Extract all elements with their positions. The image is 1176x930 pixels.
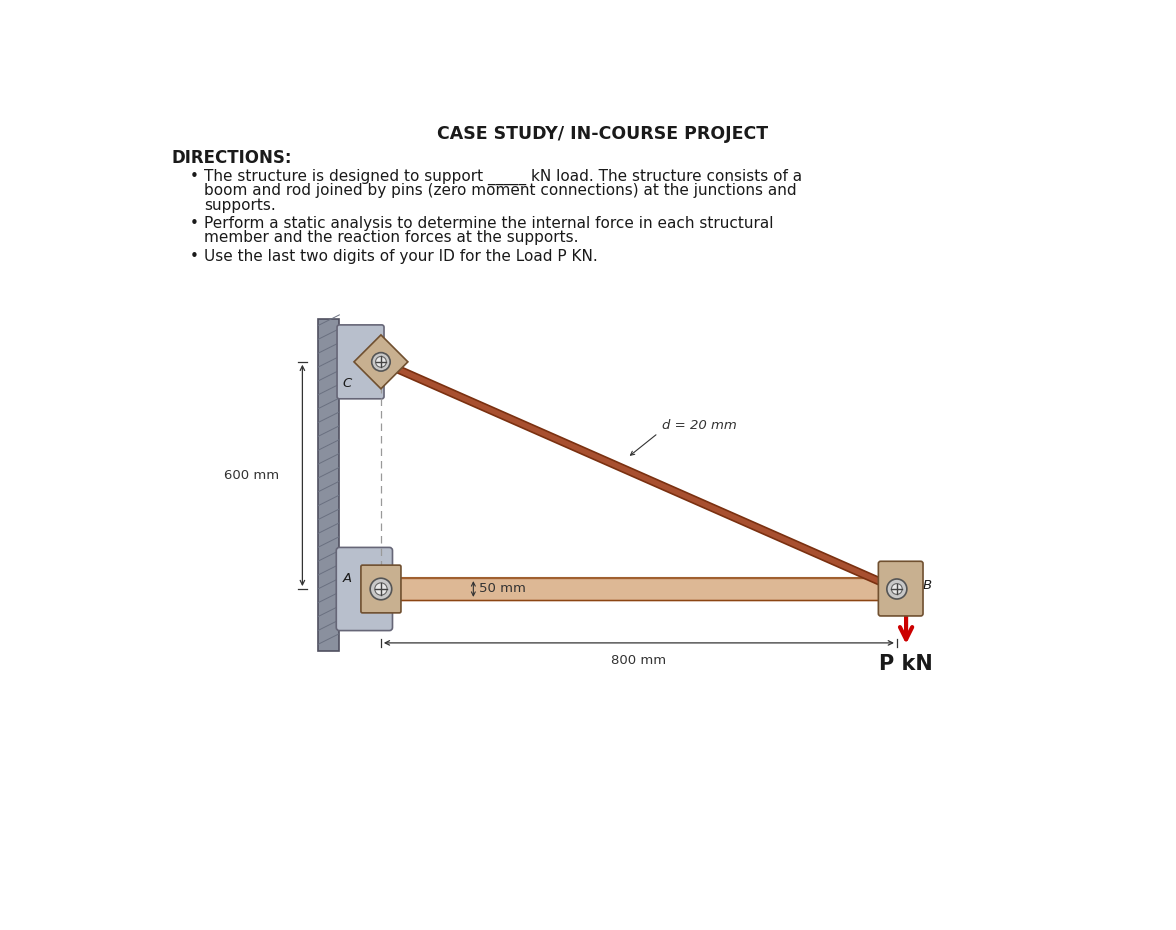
Circle shape	[375, 583, 387, 595]
Text: 50 mm: 50 mm	[480, 582, 527, 595]
Circle shape	[372, 352, 390, 371]
Text: Use the last two digits of your ID for the Load P KN.: Use the last two digits of your ID for t…	[203, 248, 597, 264]
Text: DIRECTIONS:: DIRECTIONS:	[172, 149, 292, 166]
Text: •: •	[191, 216, 199, 231]
Text: d = 20 mm: d = 20 mm	[662, 418, 736, 432]
Text: member and the reaction forces at the supports.: member and the reaction forces at the su…	[203, 231, 579, 246]
Text: •: •	[191, 248, 199, 264]
Text: 600 mm: 600 mm	[225, 469, 279, 482]
Circle shape	[891, 584, 902, 594]
Text: B: B	[923, 578, 933, 591]
Text: C: C	[342, 378, 352, 391]
Text: Perform a static analysis to determine the internal force in each structural: Perform a static analysis to determine t…	[203, 216, 774, 231]
Text: P kN: P kN	[880, 655, 933, 674]
FancyBboxPatch shape	[336, 548, 393, 631]
Circle shape	[887, 579, 907, 599]
FancyBboxPatch shape	[338, 325, 385, 399]
Bar	[318, 320, 340, 651]
Text: CASE STUDY/ IN-COURSE PROJECT: CASE STUDY/ IN-COURSE PROJECT	[437, 126, 768, 143]
Polygon shape	[354, 335, 408, 389]
Text: boom and rod joined by pins (zero moment connections) at the junctions and: boom and rod joined by pins (zero moment…	[203, 183, 796, 198]
Text: The structure is designed to support _____ kN load. The structure consists of a: The structure is designed to support ___…	[203, 168, 802, 185]
Circle shape	[375, 356, 387, 367]
Circle shape	[370, 578, 392, 600]
Bar	[381, 578, 897, 600]
Polygon shape	[380, 359, 898, 592]
Text: 800 mm: 800 mm	[612, 654, 667, 667]
Text: A: A	[342, 572, 352, 585]
FancyBboxPatch shape	[878, 562, 923, 616]
Text: •: •	[191, 168, 199, 183]
Text: supports.: supports.	[203, 198, 275, 213]
FancyBboxPatch shape	[361, 565, 401, 613]
